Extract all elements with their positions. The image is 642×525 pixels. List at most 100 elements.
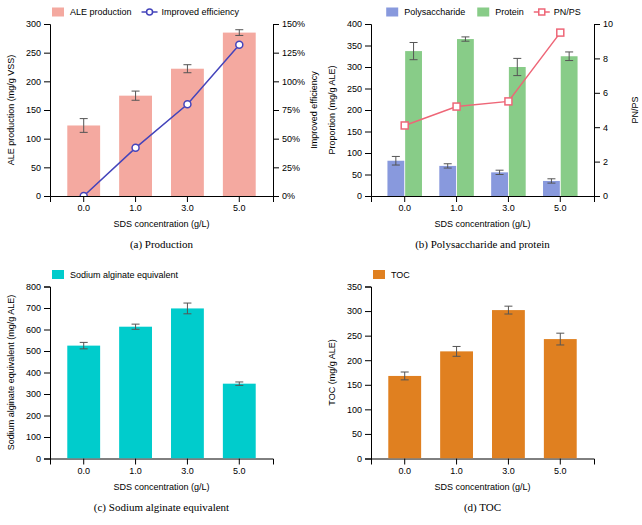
tick-mark: [365, 196, 371, 197]
error-bar-stem: [187, 65, 188, 73]
tick: 150%: [273, 19, 305, 29]
x-axis-title: SDS concentration (g/L): [434, 219, 530, 229]
tick: 2: [594, 157, 608, 167]
axis-line: [51, 459, 274, 465]
axis-line: [274, 25, 280, 197]
tick-mark: [44, 53, 50, 54]
tick-label: 8: [603, 54, 608, 64]
axis: 0.01.03.05.0: [51, 459, 274, 476]
tick: 0.0: [77, 196, 90, 213]
axis-line: [44, 25, 51, 197]
tick-label: 75%: [282, 105, 300, 115]
tick-mark: [365, 336, 371, 337]
error-bar-cap: [513, 58, 521, 59]
tick: 800: [26, 282, 50, 292]
error-bar-cap: [183, 303, 191, 304]
error-bar-cap: [444, 163, 452, 164]
tick: 50: [352, 170, 371, 180]
tick-label: 1.0: [450, 466, 463, 476]
legend-label: PN/PS: [554, 7, 581, 17]
tick-label: 200: [347, 105, 362, 115]
tick: 1.0: [129, 196, 142, 213]
x-axis-title: SDS concentration (g/L): [434, 482, 530, 492]
error-bar-stem: [413, 42, 414, 59]
tick-label: 3.0: [502, 203, 515, 213]
tick: 100: [347, 405, 371, 415]
error-bar-cap: [235, 35, 243, 36]
tick: 0: [36, 191, 50, 201]
tick: 0.0: [398, 459, 411, 476]
tick-mark: [594, 162, 600, 163]
bar-series: [67, 30, 255, 196]
point: [401, 122, 408, 129]
tick-label: 0: [36, 191, 41, 201]
error-bar-cap: [401, 372, 409, 373]
legend-swatch: [373, 270, 385, 279]
legend-label: TOC: [391, 270, 410, 280]
legend: Sodium alginate equivalent: [52, 270, 179, 280]
tick-label: 1.0: [129, 203, 142, 213]
legend-item: PN/PS: [534, 7, 581, 17]
error-bar-stem: [395, 156, 396, 165]
tick-label: 800: [26, 282, 41, 292]
point: [505, 98, 512, 105]
bar: [119, 327, 152, 459]
bar: [387, 161, 404, 196]
tick: 5.0: [233, 196, 246, 213]
tick-mark: [365, 175, 371, 176]
tick-mark: [404, 459, 405, 465]
legend-label: Sodium alginate equivalent: [70, 270, 179, 280]
tick-mark: [508, 196, 509, 202]
tick-mark: [365, 360, 371, 361]
tick-mark: [365, 89, 371, 90]
tick-label: 200: [347, 356, 362, 366]
tick-mark: [187, 459, 188, 465]
error-bar: [556, 333, 564, 345]
bar-series: [388, 306, 576, 458]
axis: 050100150200250300350: [347, 282, 372, 464]
error-bar-cap: [565, 60, 573, 61]
error-bar-cap: [80, 342, 88, 343]
error-bar: [565, 52, 573, 61]
error-bar-cap: [496, 170, 504, 171]
tick: 150: [347, 380, 371, 390]
error-bar-cap: [504, 314, 512, 315]
legend-swatch: [52, 270, 64, 279]
legend-item: ALE production: [52, 7, 132, 17]
tick: 3.0: [502, 459, 515, 476]
axis: 0.01.03.05.0: [372, 196, 595, 213]
tick-mark: [239, 196, 240, 202]
tick-mark: [365, 153, 371, 154]
tick-label: 0: [357, 454, 362, 464]
caption: (b) Polysaccharide and protein: [415, 238, 550, 251]
tick: 0: [357, 454, 371, 464]
tick: 6: [594, 88, 608, 98]
tick-label: 500: [26, 346, 41, 356]
caption: (a) Production: [130, 238, 194, 251]
error-bar: [132, 91, 140, 100]
error-bar-stem: [404, 372, 405, 380]
tick-label: 25%: [282, 163, 300, 173]
tick-label: 0.0: [77, 203, 90, 213]
chart: 0.01.03.05.00501001502002503000%25%50%75…: [0, 0, 642, 525]
bar: [440, 351, 473, 458]
tick-mark: [44, 373, 50, 374]
tick-label: 600: [26, 325, 41, 335]
tick-label: 100: [26, 134, 41, 144]
axis-line: [44, 287, 51, 459]
error-bar-cap: [235, 29, 243, 30]
panel: 0.01.03.05.00501001502002503000%25%50%75…: [6, 7, 319, 251]
legend-item: Polysaccharide: [386, 7, 465, 17]
tick: 10: [594, 19, 613, 29]
tick-label: 3.0: [181, 203, 194, 213]
bar: [561, 56, 578, 196]
tick-label: 50: [31, 163, 41, 173]
error-bar: [401, 372, 409, 380]
tick: 200: [26, 411, 50, 421]
tick-label: 6: [603, 88, 608, 98]
tick-mark: [44, 330, 50, 331]
tick-label: 0.0: [398, 466, 411, 476]
tick-label: 300: [26, 19, 41, 29]
tick-mark: [365, 24, 371, 25]
y2-axis-title: Improved efficiency: [309, 71, 319, 149]
